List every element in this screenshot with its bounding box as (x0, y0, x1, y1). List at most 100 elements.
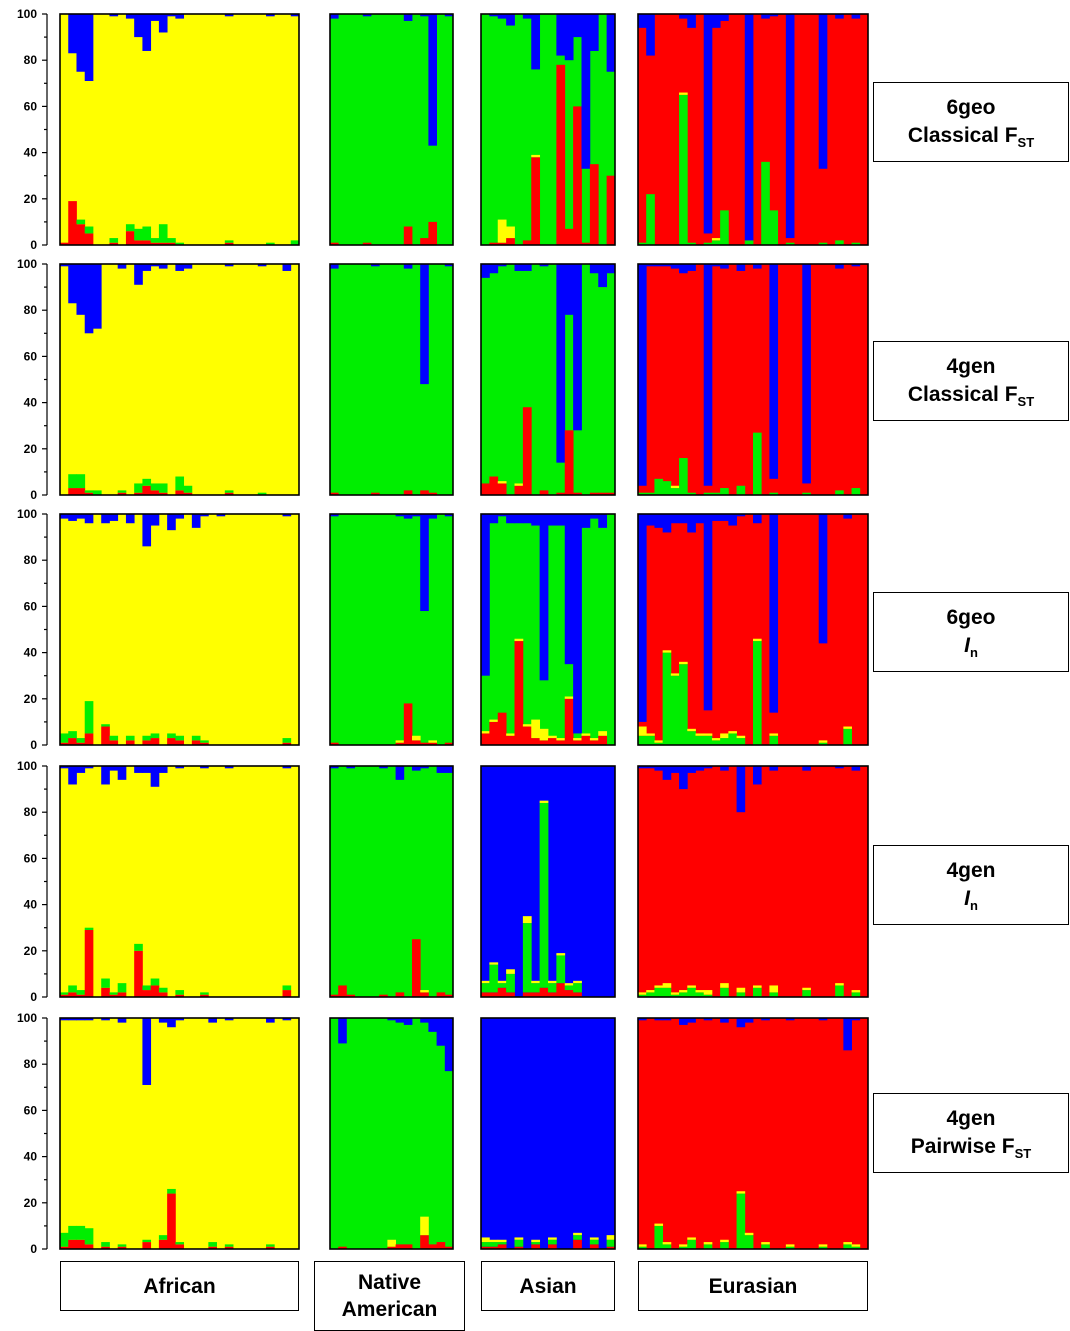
bar-segment-green (703, 242, 713, 245)
bar-segment-blue (224, 14, 234, 17)
panel-frame (480, 1017, 616, 1250)
bar-segment-blue (753, 514, 762, 524)
bar-segment-green (200, 992, 209, 995)
bar-segment-blue (556, 14, 566, 56)
bar-segment-green (785, 1246, 795, 1249)
bar-segment-red (548, 1244, 557, 1249)
bar-segment-green (703, 994, 713, 997)
bar-segment-blue (720, 1018, 729, 1023)
y-tick-label: 40 (24, 146, 38, 160)
bar-segment-red (191, 740, 201, 745)
bar-segment-red (142, 990, 152, 997)
bar-segment-yellow (531, 1239, 541, 1243)
bar-segment-green (125, 224, 135, 232)
bar-segment-red (598, 492, 608, 495)
bar-segment-green (670, 675, 680, 745)
bar-segment-blue (744, 1018, 754, 1023)
bar-segment-red (117, 1246, 127, 1249)
bar-segment-yellow (606, 1235, 616, 1240)
bar-segment-red (428, 221, 437, 245)
bar-segment-blue (428, 14, 437, 146)
bar-segment-red (497, 712, 507, 745)
bar-segment-red (76, 224, 86, 245)
panel-row-1-eurasian (637, 263, 869, 496)
method-name: 4gen (946, 1107, 996, 1130)
bar-segment-blue (573, 14, 582, 38)
panel-row-4-native-american (329, 1017, 454, 1250)
bar-segment-blue (589, 14, 599, 51)
bar-segment-blue (109, 14, 119, 17)
bar-segment-blue (92, 264, 102, 329)
panel-frame (329, 765, 454, 998)
bar-segment-red (420, 992, 429, 997)
bar-segment-red (76, 488, 86, 495)
bar-segment-blue (420, 514, 429, 612)
bar-segment-red (420, 742, 429, 745)
bar-segment-green (150, 978, 160, 986)
bar-segment-red (573, 492, 582, 495)
method-label-box: 4gen Pairwise FST (873, 1093, 1069, 1173)
bar-segment-blue (556, 514, 566, 526)
bar-segment-green (720, 1242, 729, 1249)
y-tick-label: 20 (24, 442, 38, 456)
bar-segment-blue (654, 1018, 664, 1021)
bar-segment-blue (720, 14, 729, 21)
bar-segment-red (548, 992, 557, 997)
statistic-name: Pairwise FST (911, 1133, 1032, 1161)
bar-segment-red (208, 1246, 217, 1249)
y-tick-label: 100 (17, 1011, 37, 1025)
bar-segment-green (514, 1239, 524, 1247)
bar-segment-blue (224, 766, 234, 769)
y-axis-row-2: 0 20 40 60 80 100 (17, 507, 48, 752)
bar-segment-green (654, 478, 664, 495)
bar-segment-red (573, 1239, 582, 1249)
bar-segment-green (257, 492, 267, 495)
bar-segment-green (101, 1242, 110, 1247)
bar-segment-green (531, 983, 541, 993)
bar-segment-blue (167, 1018, 176, 1028)
bar-segment-green (175, 476, 185, 491)
bar-segment-yellow (679, 661, 688, 665)
bar-segment-blue (200, 766, 209, 769)
bar-segment-blue (68, 766, 77, 785)
bar-segment-blue (687, 514, 696, 533)
bar-segment-green (167, 733, 176, 739)
bar-segment-blue (679, 264, 688, 274)
bar-segment-green (183, 485, 193, 493)
bar-segment-yellow (489, 962, 499, 965)
bar-segment-red (101, 987, 110, 997)
bar-segment-blue (109, 766, 119, 771)
bar-segment-green (134, 483, 143, 493)
bar-segment-yellow (851, 990, 861, 993)
bar-segment-green (60, 992, 69, 995)
bar-segment-green (266, 1244, 275, 1247)
bar-segment-yellow (679, 92, 688, 95)
bar-segment-blue (282, 264, 292, 271)
bar-segment-yellow (769, 985, 779, 993)
bar-segment-blue (646, 514, 655, 526)
bar-segment-blue (330, 14, 339, 19)
bar-segment-red (60, 994, 69, 997)
bar-segment-green (736, 1193, 746, 1249)
y-tick-label: 20 (24, 944, 38, 958)
panel-row-1-asian (480, 263, 616, 496)
bar-segment-red (522, 240, 532, 245)
bar-segment-green (539, 802, 549, 988)
panel-row-3-eurasian (637, 765, 869, 998)
bar-segment-yellow (514, 1237, 524, 1240)
statistic-name: In (964, 885, 978, 913)
bar-segment-green (134, 943, 143, 951)
bar-segment-red (109, 740, 119, 745)
bar-segment-yellow (687, 1237, 696, 1240)
bar-segment-red (158, 242, 168, 245)
bar-segment-red (589, 740, 599, 745)
bar-segment-red (68, 201, 77, 245)
bar-segment-red (142, 485, 152, 495)
bar-segment-blue (818, 14, 828, 169)
statistic-main: I (964, 634, 970, 657)
bar-segment-red (573, 740, 582, 745)
bar-segment-blue (420, 1018, 429, 1023)
bar-segment-red (175, 490, 185, 495)
bar-segment-yellow (736, 735, 746, 739)
bar-segment-blue (785, 14, 795, 239)
